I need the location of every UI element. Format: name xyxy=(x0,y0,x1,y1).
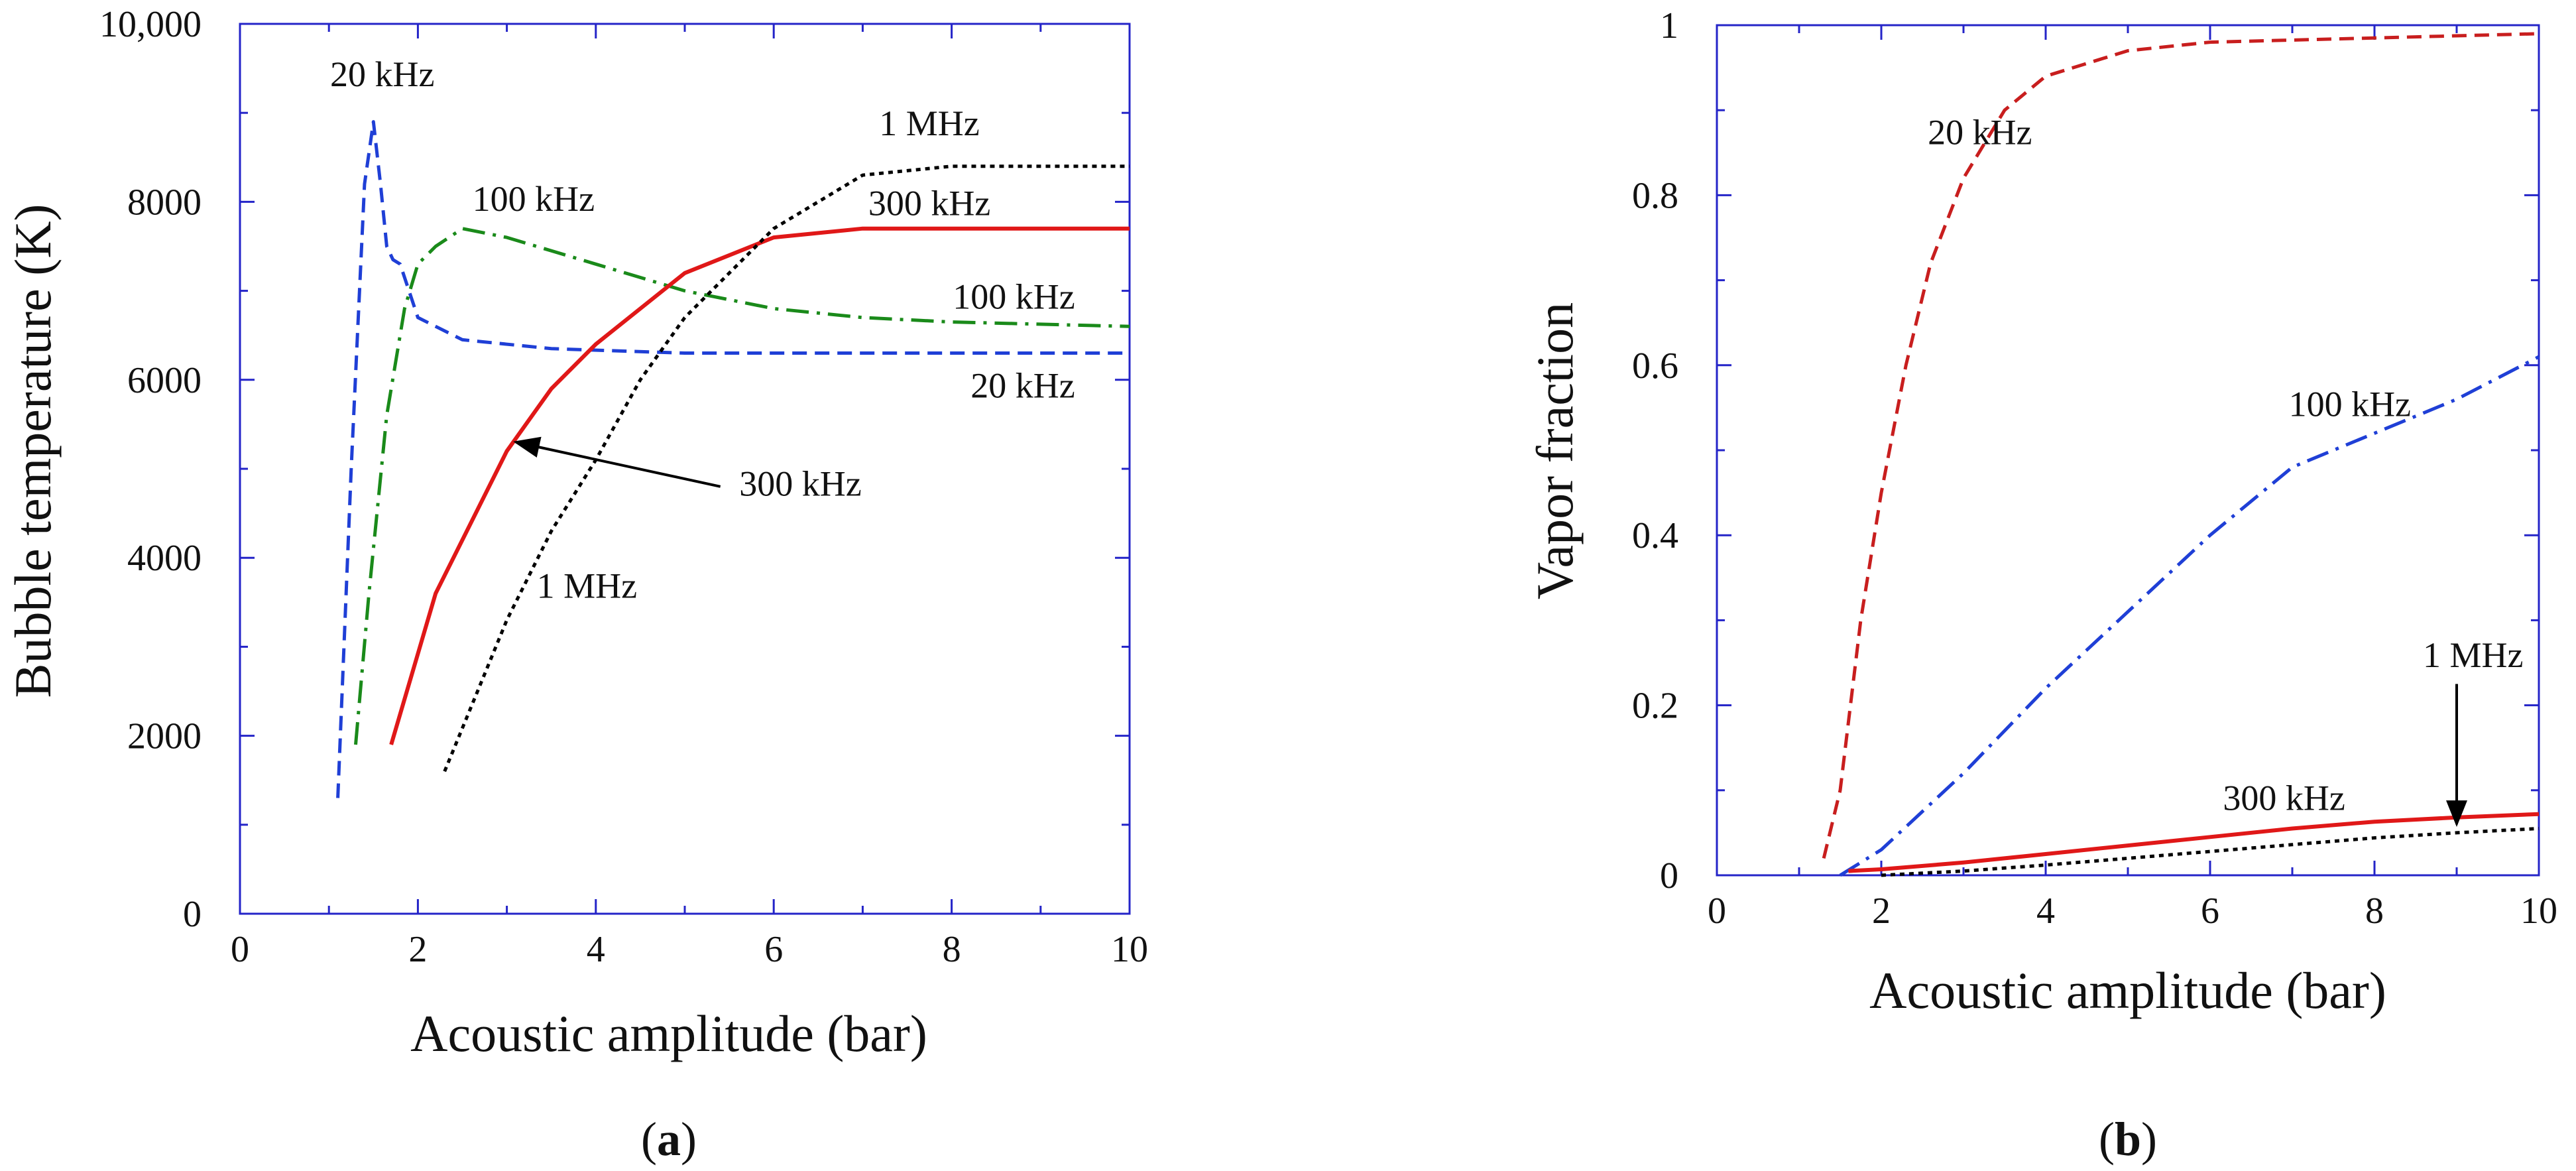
series-group xyxy=(1822,32,2540,877)
y-tick-label: 8000 xyxy=(127,182,202,223)
series-annotation: 300 kHz xyxy=(2223,778,2345,818)
series-annotation: 300 kHz xyxy=(739,463,861,503)
x-axis-label: Acoustic amplitude (bar) xyxy=(1869,961,2386,1019)
chart-panel-a: 0 2000 4000 6000 8000 10,000 0 2 4 6 8 10 20 kHz 10… xyxy=(4,4,1148,1166)
x-axis-label: Acoustic amplitude (bar) xyxy=(410,1005,927,1062)
series-annotation: 100 kHz xyxy=(2289,385,2411,424)
x-tick-label: 0 xyxy=(1708,891,1726,932)
series-annotation: 1 MHz xyxy=(2423,635,2523,675)
x-tick-label: 6 xyxy=(2201,891,2219,932)
y-tick-label: 6000 xyxy=(127,360,202,401)
panel-label-close: ) xyxy=(681,1113,697,1166)
plot-area-border xyxy=(1716,24,2540,877)
y-tick-label: 0.8 xyxy=(1632,175,1678,216)
x-tick-label: 8 xyxy=(2365,891,2384,932)
panel-label-letter: a xyxy=(657,1113,681,1166)
x-tick-label: 10 xyxy=(2520,891,2557,932)
y-tick-label: 0 xyxy=(183,894,202,935)
y-tick-labels: 0 2000 4000 6000 8000 10,000 xyxy=(99,4,202,935)
plot-frame xyxy=(1716,24,2540,877)
y-tick-label: 2000 xyxy=(127,716,202,757)
series-line-20-khz xyxy=(1822,32,2540,859)
y-tick-label: 0.6 xyxy=(1632,345,1678,387)
y-tick-label: 10,000 xyxy=(99,4,202,45)
series-line-300-khz xyxy=(389,226,1130,745)
y-axis-label: Vapor fraction xyxy=(1526,302,1584,599)
panel-label: (b) xyxy=(2099,1113,2157,1166)
series-line-300-khz xyxy=(1848,812,2540,873)
chart-panel-b: 0 0.2 0.4 0.6 0.8 1 0 2 4 6 8 10 20 kHz 100 kHz 1 MH… xyxy=(1526,5,2557,1166)
x-tick-label: 6 xyxy=(764,929,783,970)
panel-label: (a) xyxy=(641,1113,697,1166)
x-tick-label: 4 xyxy=(587,929,605,970)
series-line-1-mhz xyxy=(1881,827,2540,877)
y-tick-label: 0.2 xyxy=(1632,686,1678,727)
y-axis-label: Bubble temperature (K) xyxy=(4,204,62,698)
x-tick-label: 10 xyxy=(1111,929,1148,970)
series-line-100-khz xyxy=(1839,355,2540,877)
x-tick-labels: 0 2 4 6 8 10 xyxy=(231,929,1148,970)
x-tick-label: 2 xyxy=(408,929,427,970)
series-annotation: 100 kHz xyxy=(953,277,1075,316)
series-annotation: 20 kHz xyxy=(970,366,1075,406)
y-tick-labels: 0 0.2 0.4 0.6 0.8 1 xyxy=(1632,5,1678,896)
plot-area-border xyxy=(239,23,1131,915)
panel-label-close: ) xyxy=(2141,1113,2157,1166)
plot-frame xyxy=(239,23,1131,915)
y-tick-label: 4000 xyxy=(127,538,202,579)
annotation-arrow xyxy=(513,436,721,488)
annotation-group: 20 kHz 100 kHz 1 MHz 300 kHz 100 kHz 20 kHz 30… xyxy=(330,54,1075,606)
panel-label-open: ( xyxy=(2099,1113,2115,1166)
series-line-1-mhz xyxy=(443,164,1130,772)
x-tick-label: 4 xyxy=(2036,891,2055,932)
series-annotation: 20 kHz xyxy=(1928,112,2032,152)
series-group xyxy=(336,120,1130,798)
series-line-100-khz xyxy=(354,227,1130,745)
x-tick-labels: 0 2 4 6 8 10 xyxy=(1708,891,2557,932)
annotation-group: 20 kHz 100 kHz 1 MHz 300 kHz xyxy=(1928,112,2524,828)
series-annotation: 1 MHz xyxy=(537,566,637,606)
series-annotation: 100 kHz xyxy=(473,179,595,219)
y-tick-label: 1 xyxy=(1660,5,1678,46)
x-tick-label: 2 xyxy=(1872,891,1891,932)
series-annotation: 20 kHz xyxy=(330,54,434,94)
panel-label-open: ( xyxy=(641,1113,657,1166)
y-tick-label: 0 xyxy=(1660,855,1678,896)
x-tick-label: 8 xyxy=(943,929,961,970)
y-tick-label: 0.4 xyxy=(1632,515,1678,556)
series-annotation: 300 kHz xyxy=(868,184,990,223)
series-line-20-khz xyxy=(336,120,1130,798)
panel-label-letter: b xyxy=(2115,1113,2141,1166)
series-annotation: 1 MHz xyxy=(879,103,979,143)
x-tick-label: 0 xyxy=(231,929,249,970)
